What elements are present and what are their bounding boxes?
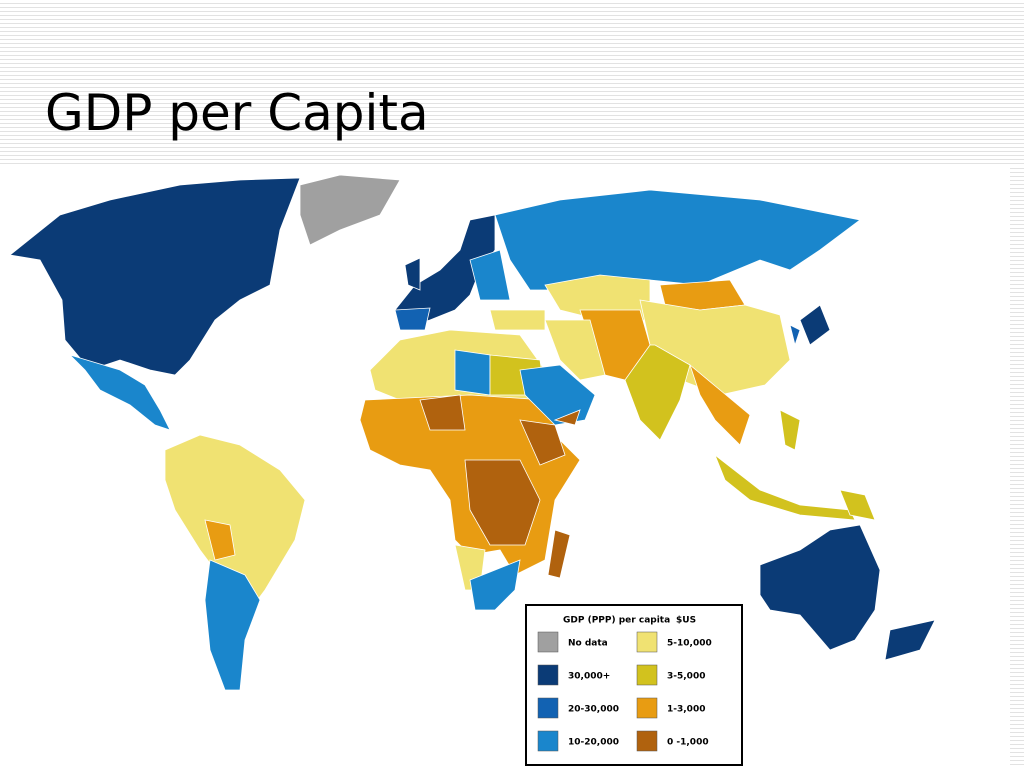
legend-label: 5-10,000 [667,639,712,649]
legend-label: 30,000+ [568,672,610,682]
japan [799,304,831,346]
southern-cone [204,559,261,691]
legend-box [525,604,743,766]
legend-label: 3-5,000 [667,672,705,682]
legend-swatch [537,730,559,752]
legend-unit: $US [676,616,696,626]
philippines [779,409,801,451]
legend-label: 20-30,000 [568,705,619,715]
header-stripes [0,0,1024,165]
legend-label: 10-20,000 [568,738,619,748]
greenland [299,174,401,246]
legend-swatch [636,664,658,686]
southeast-asia [689,363,751,446]
iberia [394,307,431,331]
legend-label: No data [568,639,608,649]
legend-swatch [537,631,559,653]
papua [839,489,876,521]
madagascar [547,529,571,579]
legend-label: 0 -1,000 [667,738,709,748]
world-map [9,174,936,691]
side-stripes [1010,165,1024,768]
western-europe [394,214,496,331]
yemen [553,409,581,426]
turkey [489,309,546,331]
north-america [9,177,301,376]
indonesia [714,453,856,521]
mexico [69,354,171,431]
south-africa [469,559,521,611]
russia [494,189,861,291]
niger [419,394,466,431]
libya [454,349,491,396]
australia [759,524,881,651]
arabia [519,364,596,426]
legend-swatch [636,631,658,653]
bolivia [204,519,236,561]
legend: GDP (PPP) per capita $US No data 30,000+ 2… [525,604,743,766]
ethiopia [519,419,566,466]
legend-swatch [537,697,559,719]
eastern-europe [469,249,511,301]
central-africa [464,459,541,546]
new-zealand [884,619,936,661]
legend-swatch [636,697,658,719]
iran [544,319,606,381]
britain [404,257,421,291]
legend-label: 1-3,000 [667,705,705,715]
legend-swatch [636,730,658,752]
legend-swatch [537,664,559,686]
slide-title: GDP per Capita [45,84,429,142]
legend-title: GDP (PPP) per capita [563,616,670,626]
india [614,344,691,441]
korea [789,324,801,347]
